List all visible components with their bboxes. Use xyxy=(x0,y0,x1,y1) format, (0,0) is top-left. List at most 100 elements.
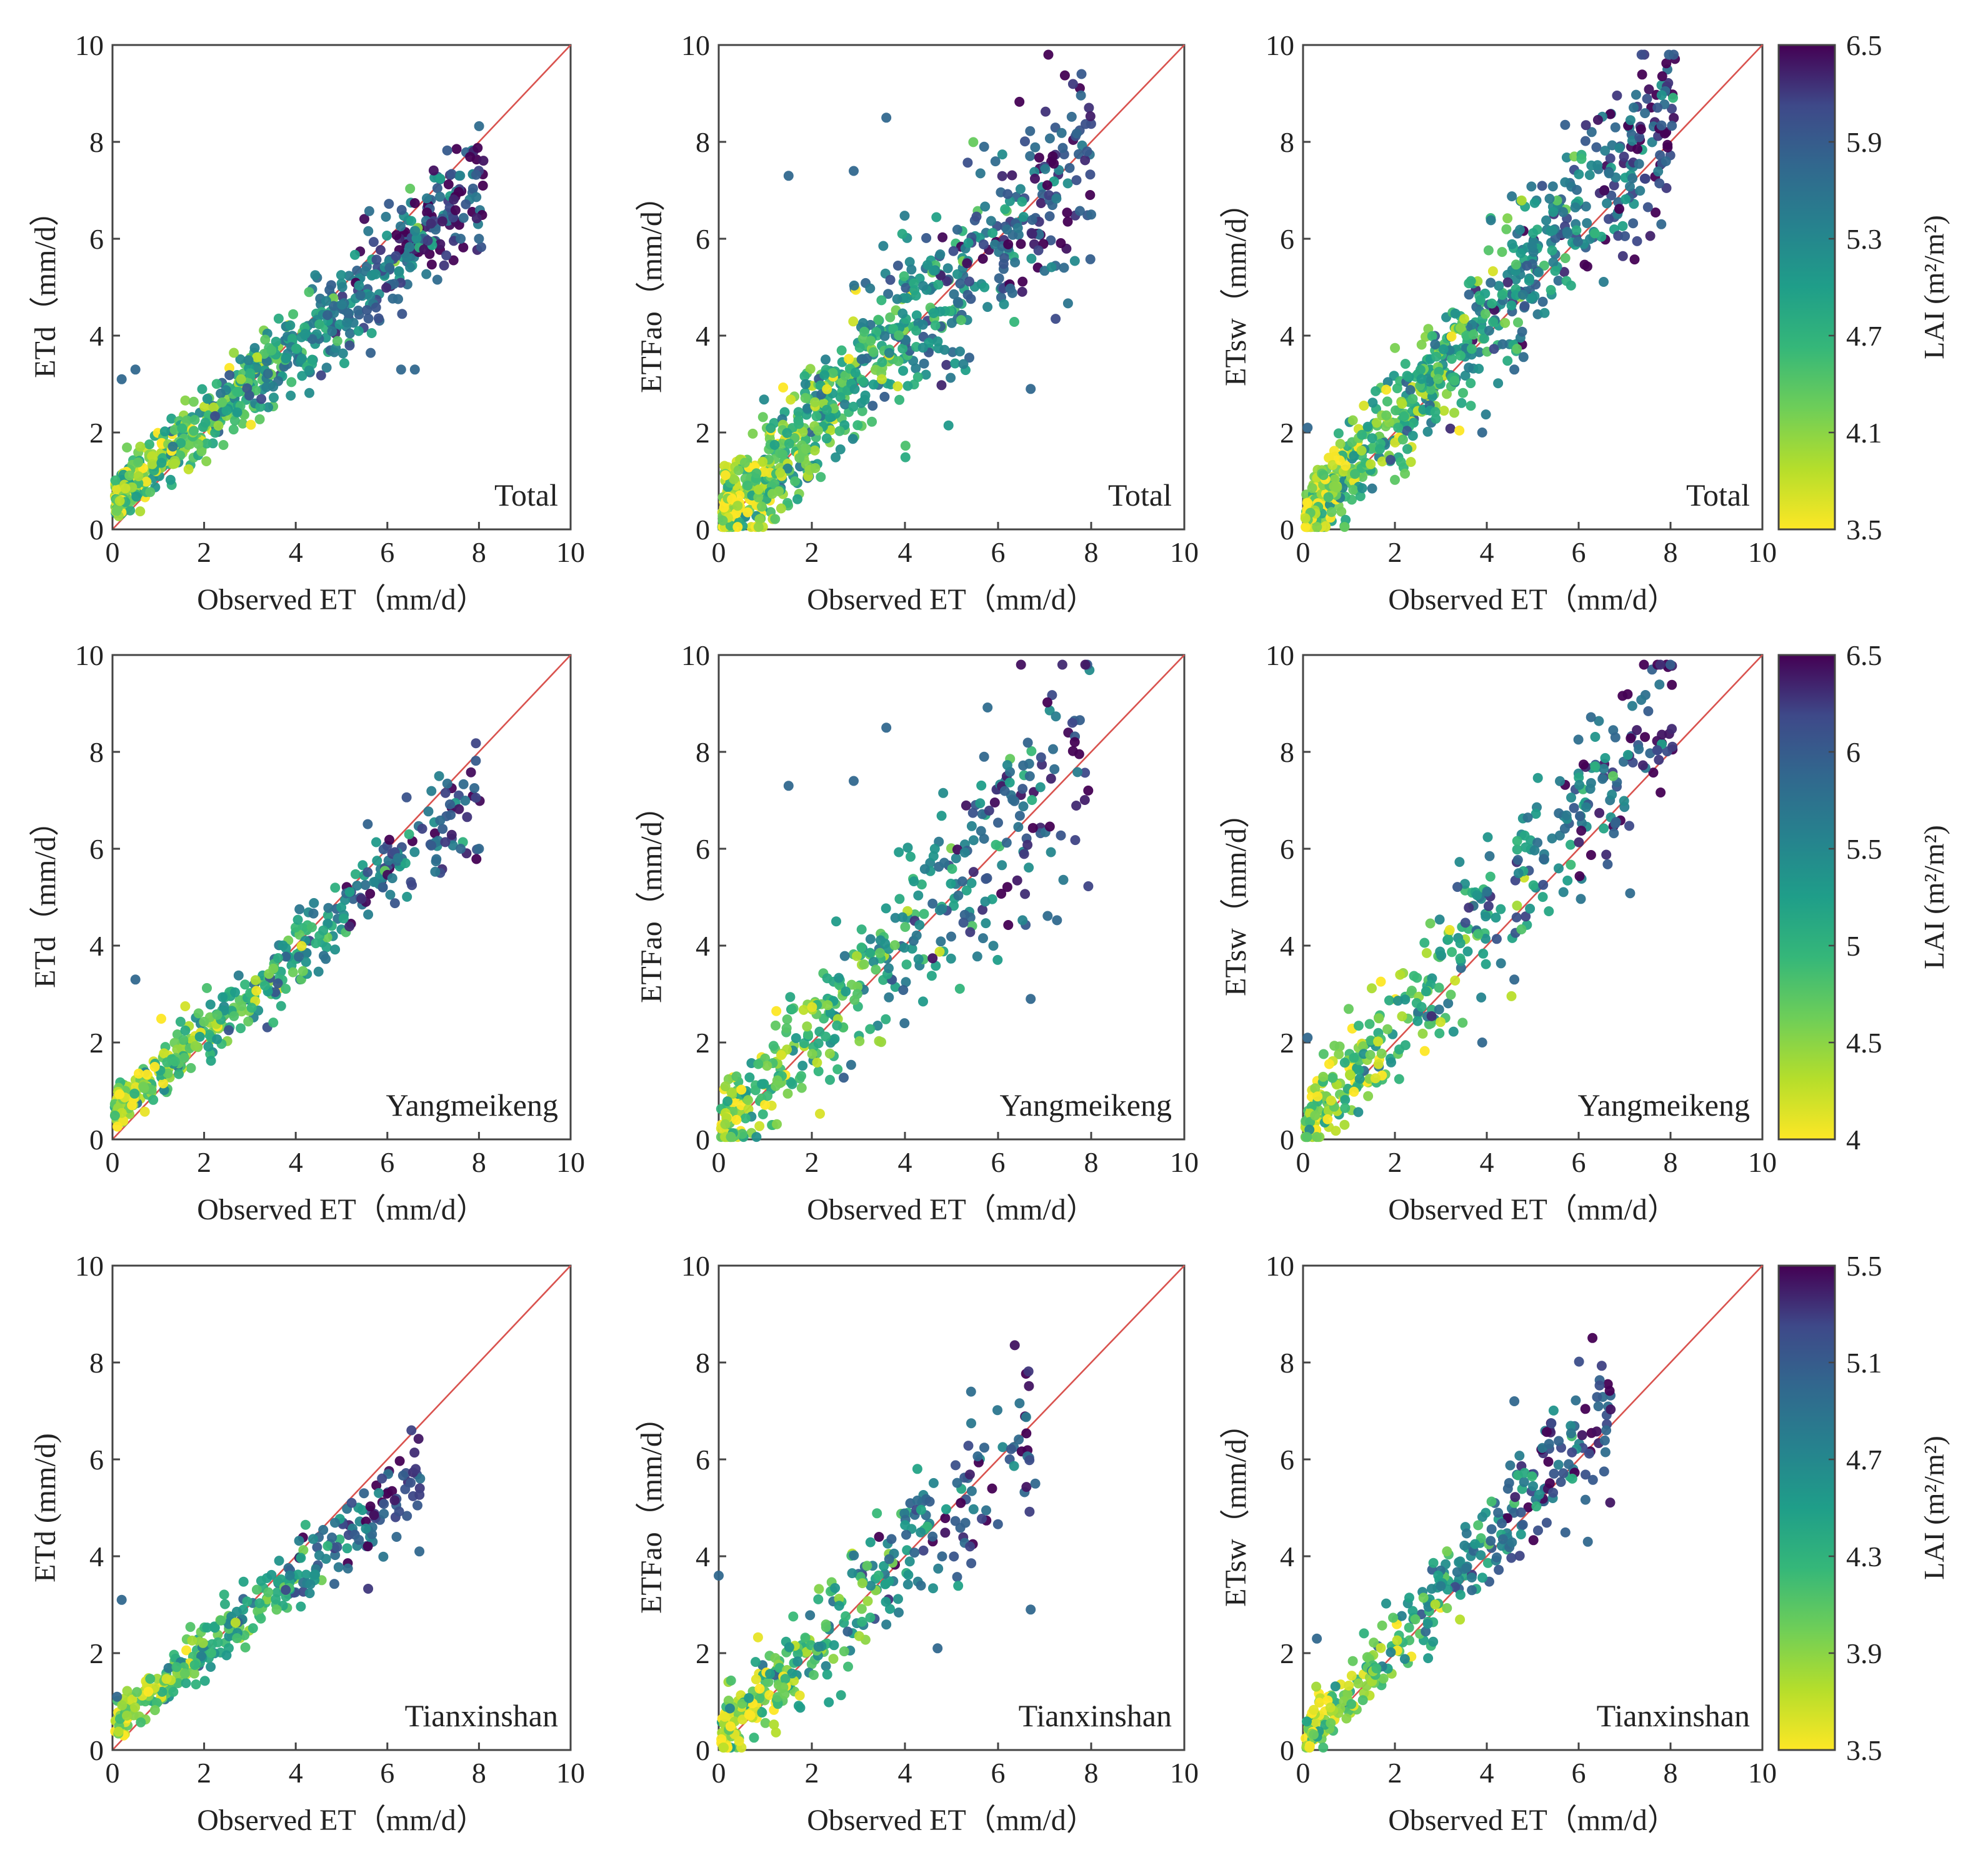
scatter-point xyxy=(364,206,374,216)
scatter-point xyxy=(1384,995,1394,1006)
scatter-point xyxy=(1487,266,1498,276)
x-tick-label: 2 xyxy=(805,1757,819,1789)
scatter-point xyxy=(991,839,1001,850)
scatter-point xyxy=(993,818,1003,828)
scatter-point xyxy=(1554,863,1564,874)
scatter-point xyxy=(751,1657,761,1668)
scatter-point xyxy=(762,1091,773,1101)
scatter-point xyxy=(373,313,384,324)
scatter-point xyxy=(921,232,932,243)
scatter-point xyxy=(149,1705,160,1716)
scatter-point xyxy=(1424,376,1435,387)
scatter-point xyxy=(435,815,446,826)
scatter-point xyxy=(813,1641,824,1652)
scatter-point xyxy=(387,873,397,884)
scatter-point xyxy=(389,898,400,909)
scatter-point xyxy=(1024,771,1035,781)
scatter-point xyxy=(1042,911,1053,921)
scatter-point xyxy=(1599,185,1610,196)
scatter-point xyxy=(168,1686,179,1697)
scatter-point xyxy=(1521,842,1531,852)
scatter-point xyxy=(181,1678,191,1688)
scatter-point xyxy=(937,1551,947,1562)
scatter-point xyxy=(318,925,329,936)
y-tick-label: 8 xyxy=(1280,736,1294,768)
scatter-point xyxy=(1486,278,1496,288)
scatter-point xyxy=(929,844,940,854)
scatter-point xyxy=(224,1631,234,1641)
scatter-point xyxy=(732,501,743,511)
scatter-point xyxy=(1522,261,1532,271)
scatter-point xyxy=(1442,1603,1452,1613)
scatter-point xyxy=(997,171,1007,181)
scatter-point xyxy=(778,382,789,392)
scatter-point xyxy=(113,1726,124,1737)
scatter-point xyxy=(1392,383,1402,394)
scatter-point xyxy=(147,451,157,461)
scatter-point xyxy=(1667,679,1677,690)
scatter-point xyxy=(1013,822,1024,832)
scatter-point xyxy=(304,388,314,398)
scatter-point xyxy=(229,1011,239,1021)
scatter-point xyxy=(1643,706,1654,716)
scatter-point xyxy=(812,1058,822,1068)
scatter-point xyxy=(793,407,804,418)
scatter-point xyxy=(934,946,945,957)
scatter-point xyxy=(1301,522,1311,532)
scatter-point xyxy=(421,269,432,279)
scatter-point xyxy=(996,889,1007,899)
scatter-point xyxy=(224,370,235,381)
scatter-points xyxy=(717,49,1096,532)
scatter-point xyxy=(397,1470,408,1481)
scatter-point xyxy=(384,834,394,845)
scatter-point xyxy=(835,444,846,454)
scatter-point xyxy=(1428,1558,1439,1568)
scatter-point xyxy=(205,999,216,1010)
scatter-point xyxy=(256,1576,266,1586)
scatter-point xyxy=(783,171,794,181)
scatter-point xyxy=(1349,451,1359,461)
scatter-point xyxy=(912,1495,922,1506)
plot-frame xyxy=(1302,1264,1764,1751)
scatter-point xyxy=(956,315,966,326)
scatter-point xyxy=(1652,745,1662,756)
scatter-point xyxy=(276,1001,286,1011)
scatter-point xyxy=(409,364,420,375)
scatter-point xyxy=(1371,386,1381,396)
scatter-point xyxy=(979,834,989,844)
plot-frame xyxy=(111,1264,572,1751)
scatter-point xyxy=(1431,351,1442,362)
scatter-point xyxy=(1629,254,1640,265)
scatter-point xyxy=(466,767,476,778)
scatter-point xyxy=(157,1686,167,1697)
scatter-point xyxy=(1044,190,1054,201)
scatter-point xyxy=(1481,934,1491,944)
scatter-point xyxy=(857,1578,867,1589)
scatter-point xyxy=(1464,289,1474,300)
x-tick-label: 6 xyxy=(991,536,1006,568)
scatter-point xyxy=(832,1064,843,1074)
scatter-point xyxy=(353,326,364,336)
site-label: Tianxinshan xyxy=(1019,1698,1172,1733)
scatter-point xyxy=(381,211,391,222)
scatter-point xyxy=(1477,1038,1487,1048)
scatter-point xyxy=(334,1534,345,1545)
scatter-point xyxy=(1342,1688,1353,1699)
scatter-point xyxy=(856,942,867,952)
x-tick-label: 6 xyxy=(1572,1146,1586,1178)
scatter-point xyxy=(132,1687,142,1698)
scatter-point xyxy=(462,812,472,822)
scatter-point xyxy=(296,1601,306,1612)
scatter-point xyxy=(1010,257,1021,268)
scatter-point xyxy=(989,798,1000,808)
y-tick-label: 8 xyxy=(696,736,710,768)
scatter-point xyxy=(813,425,823,436)
scatter-point xyxy=(742,507,753,518)
scatter-point xyxy=(1555,776,1565,786)
scatter-point xyxy=(947,864,957,874)
scatter-point xyxy=(1456,398,1467,408)
scatter-point xyxy=(901,977,911,988)
scatter-point xyxy=(294,904,305,914)
scatter-point xyxy=(435,239,446,249)
